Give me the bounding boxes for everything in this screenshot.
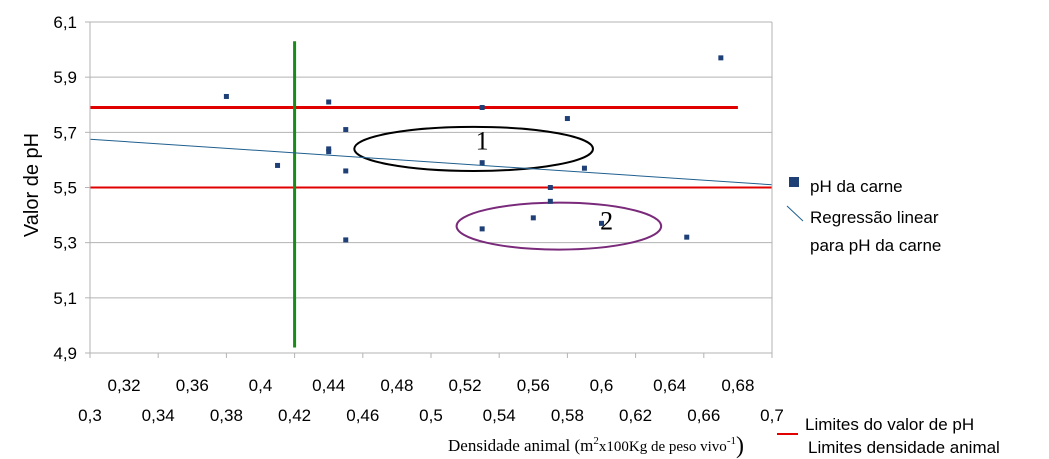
- y-axis-label: Valor de pH: [21, 133, 43, 237]
- annotation-ellipse-1: [353, 125, 594, 172]
- x-tick-label-bottom: 0,7: [760, 406, 784, 425]
- x-tick-label-top: 0,48: [380, 376, 413, 395]
- x-tick-label-top: 0,44: [312, 376, 345, 395]
- limit-lines: [90, 41, 772, 348]
- x-tick-label-bottom: 0,46: [346, 406, 379, 425]
- data-point: [275, 162, 281, 168]
- x-tick-label-top: 0,32: [108, 376, 141, 395]
- x-tick-label-top: 0,36: [176, 376, 209, 395]
- legend-label-density-limits: Limites densidade animal: [808, 438, 1000, 457]
- x-tick-label-top: 0,64: [653, 376, 686, 395]
- data-point: [343, 168, 349, 174]
- data-point: [530, 215, 536, 221]
- data-point: [326, 146, 332, 152]
- legend-label-ph: pH da carne: [810, 177, 903, 196]
- annotation-label-2: 2: [600, 207, 613, 236]
- data-point: [599, 220, 604, 226]
- x-tick-label-top: 0,6: [590, 376, 614, 395]
- data-points: [223, 55, 724, 243]
- data-point: [479, 105, 485, 111]
- x-axis-label-mid: x100Kg de peso vivo: [599, 439, 727, 455]
- annotation-ellipses: 12: [353, 125, 663, 251]
- x-tick-label-top: 0,68: [721, 376, 754, 395]
- y-tick-label: 6,1: [53, 13, 77, 32]
- regression-line-group: [89, 138, 773, 186]
- data-point: [326, 99, 332, 105]
- regression-line: [89, 138, 773, 186]
- x-axis-label-sup2: -1: [727, 435, 736, 447]
- x-axis-label-end: ): [736, 433, 744, 459]
- data-point: [479, 160, 485, 166]
- y-tick-label: 5,1: [53, 289, 77, 308]
- data-point: [343, 127, 349, 133]
- data-point: [547, 198, 553, 204]
- y-tick-label: 5,5: [53, 179, 77, 198]
- legend-label-regression: Regressão linear: [810, 208, 939, 227]
- data-point: [718, 55, 724, 61]
- x-tick-label-top: 0,52: [449, 376, 482, 395]
- y-tick-label: 5,7: [53, 123, 77, 142]
- x-tick-label-top: 0,56: [517, 376, 550, 395]
- x-tick-label-bottom: 0,38: [210, 406, 243, 425]
- data-point: [564, 116, 570, 122]
- tick-labels: 4,95,15,35,55,75,96,10,32 0,36 0,4 0,44 0,48…: [53, 13, 783, 425]
- x-tick-label-bottom: 0,62: [619, 406, 652, 425]
- x-axis-label: Densidade animal (m2x100Kg de peso vivo-…: [448, 433, 744, 459]
- annotation-ellipse-2: [455, 201, 663, 251]
- x-tick-label-bottom: 0,54: [483, 406, 516, 425]
- x-tick-label-bottom: 0,3: [78, 406, 102, 425]
- y-tick-label: 4,9: [53, 344, 77, 363]
- data-point: [223, 93, 229, 99]
- x-axis-label-sup1: 2: [593, 435, 599, 447]
- data-point: [479, 226, 485, 232]
- legend-label-regression-2: para pH da carne: [810, 236, 941, 255]
- legend: pH da carne Regressão linear para pH da …: [777, 177, 1000, 457]
- x-tick-label-top: 0,4: [249, 376, 273, 395]
- y-tick-label: 5,3: [53, 234, 77, 253]
- data-point: [326, 149, 332, 155]
- axes: [85, 21, 773, 358]
- data-point: [547, 185, 553, 190]
- data-point: [343, 237, 349, 243]
- x-tick-label-bottom: 0,58: [551, 406, 584, 425]
- legend-label-ph-limits: Limites do valor de pH: [805, 415, 974, 434]
- data-point: [581, 165, 587, 171]
- x-tick-label-bottom: 0,5: [419, 406, 443, 425]
- x-tick-label-bottom: 0,66: [687, 406, 720, 425]
- annotation-label-1: 1: [476, 127, 489, 156]
- x-tick-label-bottom: 0,42: [278, 406, 311, 425]
- y-tick-label: 5,9: [53, 68, 77, 87]
- legend-marker-regression: [786, 205, 804, 222]
- x-tick-label-bottom: 0,34: [142, 406, 175, 425]
- data-point: [684, 234, 690, 240]
- legend-marker-ph: [789, 177, 799, 187]
- x-axis-label-main: Densidade animal (m: [448, 436, 593, 455]
